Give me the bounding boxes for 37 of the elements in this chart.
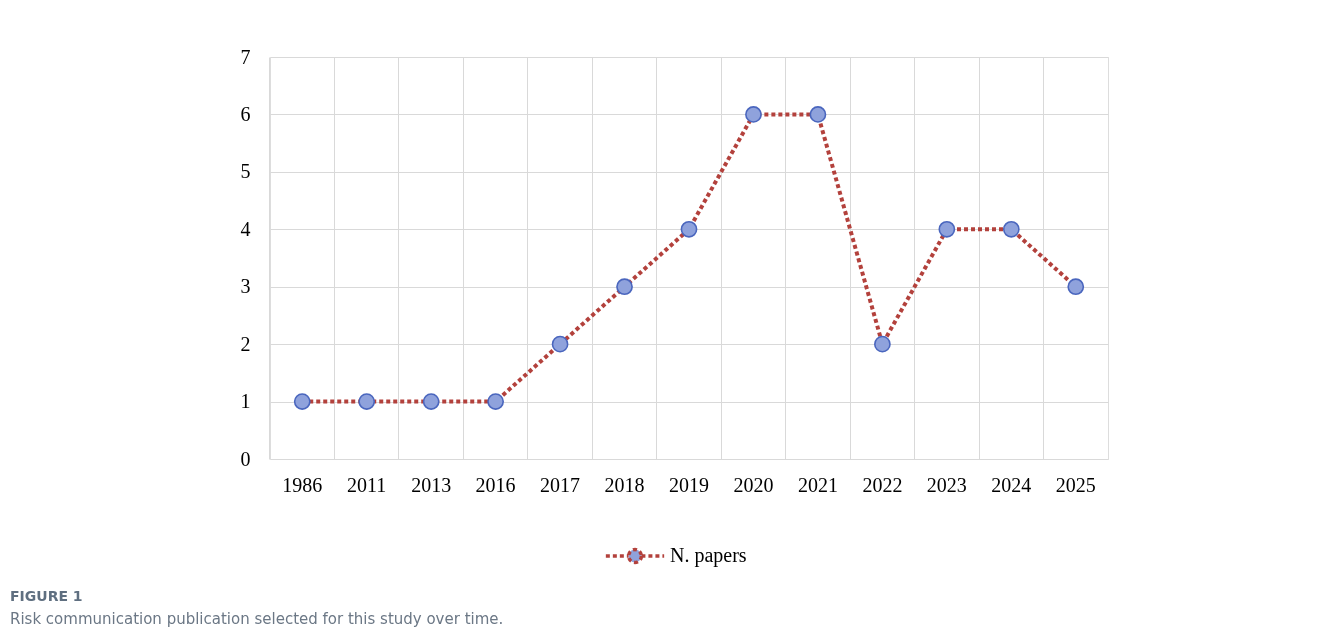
x-tick-label: 2025: [1055, 473, 1096, 496]
text: Risk communication publication selected for this study over time.: [10, 610, 504, 628]
point: [745, 106, 762, 123]
y-tick-label: 4: [240, 217, 251, 240]
legend-label: N. papers: [670, 544, 747, 567]
y-tick-label: 0: [240, 447, 251, 470]
x-tick-label: 2018: [604, 473, 645, 496]
x-tick-label: 2023: [926, 473, 967, 496]
point: [551, 335, 569, 353]
y-tick-label: 3: [240, 275, 251, 298]
point: [293, 393, 311, 410]
x-tick-label: 2019: [669, 473, 709, 496]
point: [1002, 220, 1020, 238]
point: [874, 335, 891, 353]
point: [616, 278, 633, 296]
y-tick-label: 2: [240, 332, 251, 355]
x-tick-label: 2020: [733, 473, 774, 496]
x-tick-label: 2013: [411, 473, 452, 496]
x-tick-label: 2021: [797, 473, 838, 496]
x-tick-label: 2017: [540, 473, 581, 496]
point: [680, 220, 698, 238]
y-tick-label: 1: [240, 390, 251, 413]
point: [1067, 278, 1085, 296]
x-tick-label: 1986: [282, 473, 323, 496]
y-tick-label: 7: [240, 45, 251, 68]
point: [422, 393, 440, 410]
point: [938, 220, 956, 238]
y-tick-label: 6: [240, 102, 251, 125]
x-tick-label: 2011: [347, 473, 387, 496]
x-tick-label: 2022: [862, 473, 903, 496]
x-tick-label: 2024: [991, 473, 1032, 496]
caption: FIGURE 1: [10, 588, 83, 604]
point: [809, 106, 827, 123]
point: [358, 393, 376, 410]
x-tick-label: 2016: [475, 473, 516, 496]
y-tick-label: 5: [240, 160, 251, 183]
point: [487, 393, 504, 410]
